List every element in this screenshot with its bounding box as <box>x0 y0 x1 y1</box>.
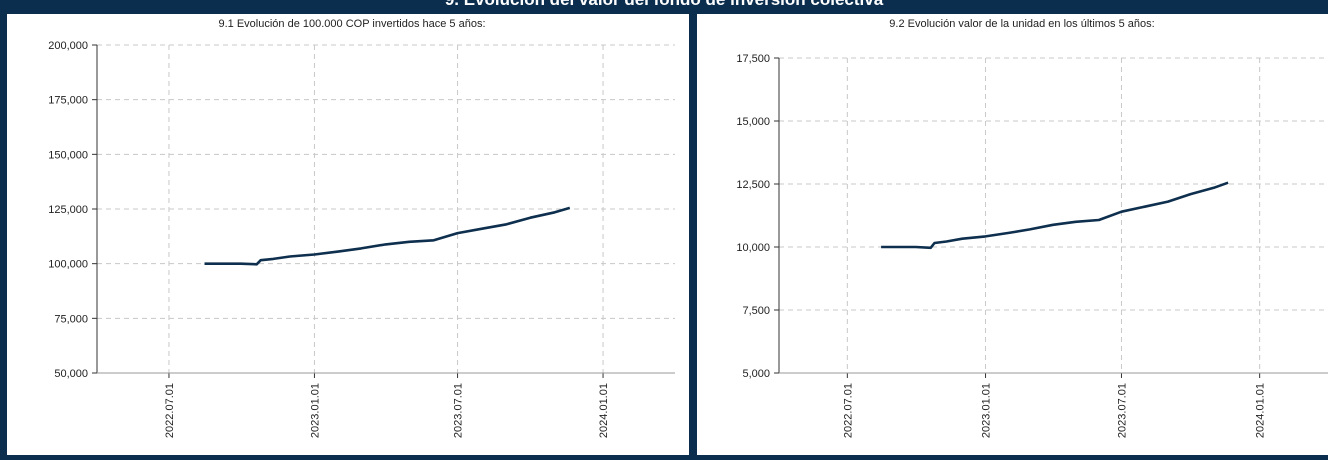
x-tick-label: 2022.07.01 <box>842 383 854 438</box>
chart-title: 9.2 Evolución valor de la unidad en los … <box>889 18 1154 30</box>
y-tick-label: 100,000 <box>48 259 88 271</box>
x-tick-label: 2023.07.01 <box>453 383 465 438</box>
investment-growth-chart: 9.1 Evolución de 100.000 COP invertidos … <box>48 18 675 438</box>
series-line <box>204 206 571 266</box>
y-tick-label: 50,000 <box>54 368 88 380</box>
chart-panel-investment-growth: 9.1 Evolución de 100.000 COP invertidos … <box>7 14 689 455</box>
x-tick-label: 2022.07.01 <box>164 383 176 438</box>
series-line <box>881 181 1229 250</box>
y-tick-label: 150,000 <box>48 149 88 161</box>
section-header: 9. Evolución del valor del fondo de inve… <box>0 0 1328 8</box>
x-tick-label: 2023.01.01 <box>309 383 321 438</box>
y-tick-label: 125,000 <box>48 204 88 216</box>
y-tick-label: 175,000 <box>48 95 88 107</box>
chart-title: 9.1 Evolución de 100.000 COP invertidos … <box>218 18 485 30</box>
y-tick-label: 17,500 <box>736 53 770 65</box>
x-tick-label: 2024.01.01 <box>1255 383 1267 438</box>
y-tick-label: 7,500 <box>742 305 770 317</box>
unit-value-chart: 9.2 Evolución valor de la unidad en los … <box>736 18 1328 438</box>
y-tick-label: 5,000 <box>742 368 770 380</box>
x-tick-label: 2023.01.01 <box>981 383 993 438</box>
x-tick-label: 2023.07.01 <box>1116 383 1128 438</box>
y-tick-label: 200,000 <box>48 40 88 52</box>
chart-panel-unit-value: 9.2 Evolución valor de la unidad en los … <box>697 14 1328 455</box>
section-title: 9. Evolución del valor del fondo de inve… <box>0 0 1328 8</box>
y-tick-label: 10,000 <box>736 242 770 254</box>
y-tick-label: 75,000 <box>54 313 88 325</box>
y-tick-label: 15,000 <box>736 116 770 128</box>
y-tick-label: 12,500 <box>736 179 770 191</box>
x-tick-label: 2024.01.01 <box>598 383 610 438</box>
